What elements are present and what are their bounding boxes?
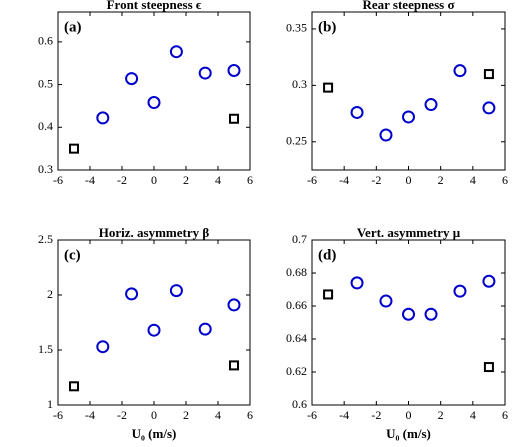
x-tick-label: -6: [53, 173, 63, 187]
y-tick-label: 0.6: [38, 34, 53, 48]
circle-marker: [453, 284, 467, 298]
x-tick-label: -4: [85, 408, 95, 422]
y-tick-label: 0.35: [286, 21, 307, 35]
x-tick-label: -2: [371, 408, 381, 422]
x-tick-label: 0: [151, 173, 157, 187]
x-tick-label: 6: [247, 408, 253, 422]
x-tick-label: -2: [117, 408, 127, 422]
square-marker: [483, 362, 494, 373]
axes-box: [57, 11, 251, 171]
y-tick-label: 0.68: [286, 265, 307, 279]
y-tick-label: 0.6: [292, 397, 307, 411]
circle-marker: [147, 96, 161, 110]
circle-marker: [147, 323, 161, 337]
square-marker: [69, 143, 79, 154]
x-tick-label: 2: [438, 408, 444, 422]
y-tick-label: 1: [47, 397, 53, 411]
x-tick-label: -2: [371, 173, 381, 187]
x-tick-label: -6: [307, 173, 317, 187]
square-marker: [483, 69, 494, 80]
y-tick-label: 2: [47, 287, 53, 301]
circle-marker: [482, 101, 496, 115]
x-tick-label: -4: [85, 173, 95, 187]
panel-label: (c): [64, 247, 81, 263]
circle-marker: [379, 294, 393, 308]
circle-marker: [350, 105, 364, 119]
y-tick-label: 0.4: [38, 119, 53, 133]
y-tick-label: 1.5: [38, 342, 53, 356]
square-marker: [323, 289, 334, 300]
axes-box: [311, 239, 506, 406]
x-tick-label: 2: [183, 408, 189, 422]
square-marker: [323, 82, 334, 93]
square-marker: [229, 113, 239, 124]
panel-label: (a): [64, 19, 82, 35]
y-tick-label: 0.64: [286, 331, 307, 345]
axes-box: [57, 239, 251, 406]
chart-title: Rear steepness σ: [362, 0, 454, 12]
square-marker: [229, 360, 239, 371]
y-tick-label: 0.3: [38, 162, 53, 176]
x-tick-label: -4: [339, 173, 349, 187]
y-tick-label: 0.25: [286, 134, 307, 148]
x-tick-label: 4: [470, 408, 476, 422]
circle-marker: [96, 111, 110, 125]
x-tick-label: 6: [247, 173, 253, 187]
circle-marker: [350, 276, 364, 290]
y-tick-label: 0.5: [38, 76, 53, 90]
circle-marker: [453, 64, 467, 78]
circle-marker: [198, 66, 212, 80]
x-tick-label: 0: [406, 408, 412, 422]
y-tick-label: 0.3: [292, 77, 307, 91]
x-tick-label: 2: [183, 173, 189, 187]
circle-marker: [424, 307, 438, 321]
circle-marker: [169, 284, 183, 298]
panel-label: (d): [318, 247, 336, 263]
axes-box: [311, 11, 506, 171]
circle-marker: [402, 110, 415, 124]
circle-marker: [125, 287, 139, 301]
panel-label: (b): [318, 19, 336, 35]
x-tick-label: 2: [438, 173, 444, 187]
x-tick-label: -6: [307, 408, 317, 422]
circle-marker: [402, 307, 415, 321]
x-tick-label: -4: [339, 408, 349, 422]
x-tick-label: 4: [215, 408, 221, 422]
x-tick-label: -6: [53, 408, 63, 422]
circle-marker: [482, 274, 496, 288]
circle-marker: [198, 322, 212, 336]
x-tick-label: 6: [502, 408, 508, 422]
x-tick-label: 0: [406, 173, 412, 187]
x-axis-label: U₀ (m/s): [132, 426, 177, 441]
circle-marker: [96, 340, 110, 354]
x-tick-label: 6: [502, 173, 508, 187]
chart-title: Horiz. asymmetry β: [99, 225, 210, 240]
square-marker: [69, 381, 79, 392]
x-tick-label: -2: [117, 173, 127, 187]
y-tick-label: 0.66: [286, 298, 307, 312]
circle-marker: [424, 98, 438, 112]
circle-marker: [125, 72, 139, 86]
chart-title: Vert. asymmetry μ: [357, 225, 461, 240]
x-tick-label: 0: [151, 408, 157, 422]
circle-marker: [379, 128, 393, 142]
x-tick-label: 4: [470, 173, 476, 187]
chart-title: Front steepness ϵ: [107, 0, 202, 12]
circle-marker: [227, 298, 241, 312]
circle-marker: [227, 64, 241, 78]
y-tick-label: 0.62: [286, 364, 307, 378]
x-axis-label: U₀ (m/s): [386, 426, 431, 441]
circle-marker: [169, 45, 183, 59]
y-tick-label: 2.5: [38, 232, 53, 246]
y-tick-label: 0.7: [292, 232, 307, 246]
x-tick-label: 4: [215, 173, 221, 187]
